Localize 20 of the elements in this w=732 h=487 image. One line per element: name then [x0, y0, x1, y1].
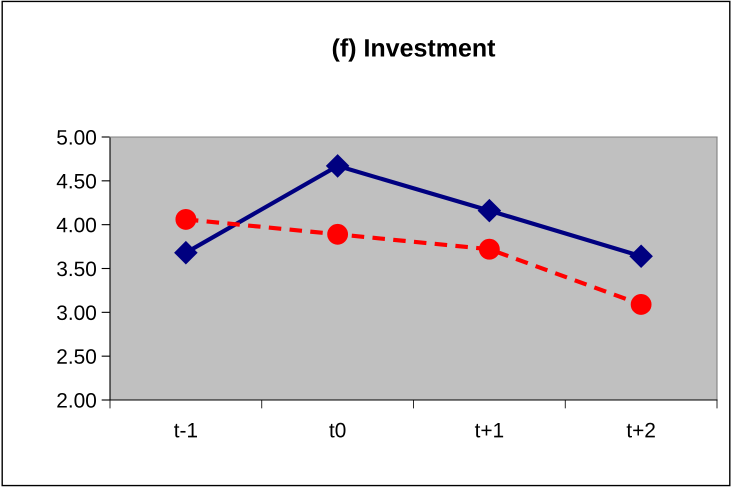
y-tick-label: 3.00 — [57, 305, 96, 320]
point — [327, 224, 348, 245]
y-tick-label: 2.50 — [57, 349, 96, 364]
x-tick-label: t+2 — [626, 422, 655, 438]
x-tick-label: t+1 — [474, 422, 504, 438]
y-tick-label: 4.50 — [56, 174, 96, 189]
point — [478, 199, 501, 222]
x-tick-label: t0 — [329, 422, 346, 438]
y-tick-label: 3.50 — [57, 262, 96, 276]
y-tick-label: 4.00 — [56, 218, 96, 232]
point — [326, 154, 350, 178]
point — [630, 244, 653, 268]
point — [175, 208, 196, 230]
x-tick-label: t-1 — [174, 422, 198, 438]
y-tick-label: 5.00 — [57, 130, 96, 145]
point — [174, 241, 198, 264]
y-tick-label: 2.00 — [57, 393, 96, 408]
point — [478, 238, 500, 260]
chart-title: (f) Investment — [332, 38, 496, 62]
point — [630, 294, 652, 315]
